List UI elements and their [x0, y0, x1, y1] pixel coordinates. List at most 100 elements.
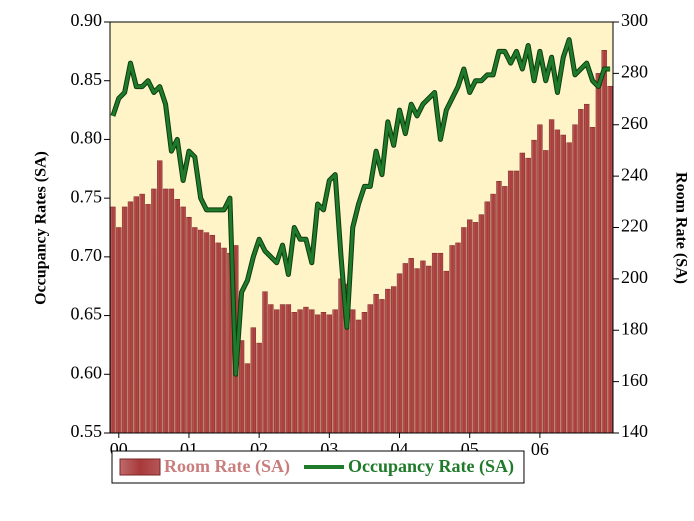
bar: [560, 134, 566, 434]
bar: [297, 309, 303, 434]
bar: [151, 188, 157, 434]
bar: [595, 73, 602, 434]
bar: [361, 312, 368, 434]
bar: [127, 201, 134, 434]
y2-tick-label: 240: [621, 164, 648, 184]
bar: [285, 304, 292, 434]
y2-tick-label: 260: [621, 113, 648, 133]
bar: [578, 109, 584, 434]
bar: [314, 314, 321, 434]
y-tick-label: 0.90: [71, 10, 103, 30]
bar: [548, 119, 555, 434]
y-tick-label: 0.55: [71, 421, 103, 441]
bar: [572, 124, 578, 434]
bar: [367, 304, 373, 434]
bar: [385, 288, 391, 434]
bar: [402, 263, 409, 434]
y-tick-label: 0.85: [71, 69, 103, 89]
bar: [326, 314, 333, 434]
bar: [244, 363, 251, 434]
bar: [186, 216, 192, 434]
y2-axis-title: Room Rate (SA): [672, 172, 689, 284]
y-axis-title: Occupancy Rates (SA): [33, 151, 50, 305]
bar: [496, 181, 502, 434]
bar: [554, 129, 561, 434]
bar: [455, 242, 461, 434]
bar: [209, 234, 216, 434]
bar: [478, 214, 485, 434]
bar: [396, 273, 403, 434]
bar: [279, 304, 286, 434]
bar: [472, 222, 479, 434]
y2-tick-label: 180: [621, 318, 648, 338]
bar: [566, 142, 572, 434]
y-tick-label: 0.75: [71, 186, 103, 206]
bar: [145, 204, 151, 434]
bar: [408, 258, 414, 434]
bar: [116, 227, 122, 434]
bar: [431, 252, 438, 434]
y2-tick-label: 160: [621, 370, 648, 390]
bar: [437, 252, 444, 434]
y2-tick-label: 200: [621, 267, 648, 287]
bar: [110, 206, 116, 434]
bar: [262, 291, 268, 434]
bar: [543, 150, 549, 434]
bar: [303, 306, 309, 434]
bar: [414, 268, 420, 434]
legend-label: Occupancy Rate (SA): [348, 456, 514, 477]
bar: [291, 312, 297, 434]
bar: [584, 103, 590, 434]
x-tick-label: 06: [531, 439, 549, 459]
y-tick-label: 0.70: [71, 245, 103, 265]
bar: [133, 196, 139, 434]
bar: [355, 319, 362, 434]
bar: [162, 188, 169, 434]
y2-tick-label: 280: [621, 62, 648, 82]
bar: [519, 152, 526, 434]
bar: [320, 312, 327, 434]
bar: [461, 227, 467, 434]
bar: [513, 170, 520, 434]
bar: [420, 260, 426, 434]
bar: [507, 170, 514, 434]
bar: [250, 327, 256, 434]
bar: [238, 340, 245, 434]
bar: [350, 309, 356, 434]
y-tick-label: 0.80: [71, 128, 103, 148]
bar: [274, 309, 280, 434]
bar: [197, 229, 204, 434]
legend-swatch: [119, 458, 161, 476]
bar: [467, 219, 473, 434]
bar: [426, 265, 432, 434]
bar: [192, 227, 198, 434]
bar: [490, 193, 496, 434]
y2-tick-label: 140: [621, 421, 648, 441]
bar: [537, 124, 543, 434]
bar: [373, 294, 379, 434]
bar: [601, 50, 607, 434]
bar: [256, 342, 262, 434]
bar: [203, 232, 210, 434]
bar: [221, 247, 227, 434]
legend: Room Rate (SA) Occupancy Rate (SA): [111, 450, 525, 484]
bar: [589, 127, 596, 434]
bar: [443, 270, 449, 434]
legend-label: Room Rate (SA): [164, 456, 290, 477]
bar: [139, 193, 145, 434]
bar: [525, 157, 531, 434]
bar: [449, 245, 455, 434]
bar: [379, 299, 385, 434]
bar: [157, 160, 163, 434]
y-tick-label: 0.65: [71, 304, 103, 324]
bar: [121, 206, 128, 434]
bar: [268, 304, 274, 434]
y-tick-label: 0.60: [71, 362, 103, 382]
bar: [174, 198, 180, 434]
bar: [180, 206, 186, 434]
bar: [215, 242, 221, 434]
bar: [607, 85, 613, 434]
bar: [531, 139, 537, 434]
